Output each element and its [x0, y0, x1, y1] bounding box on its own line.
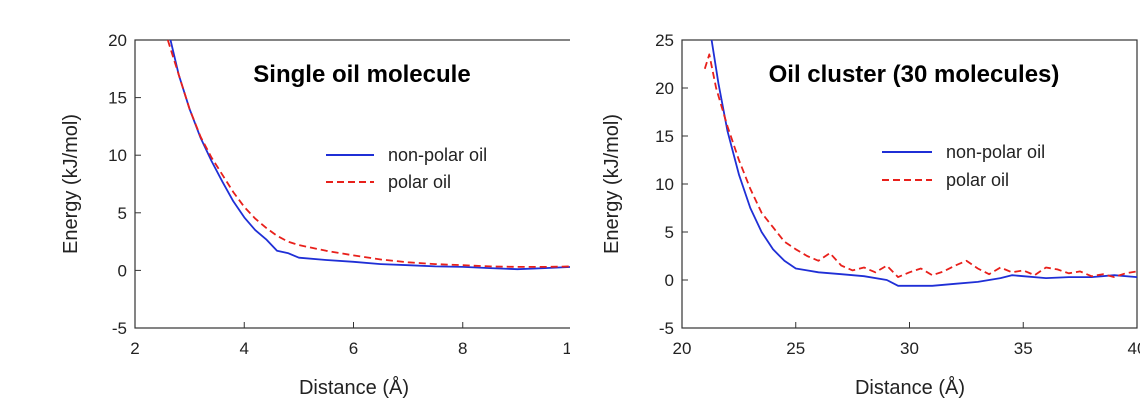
y-tick-label: 15: [108, 89, 127, 108]
y-tick-label: 20: [655, 79, 674, 98]
x-tick-label: 4: [240, 339, 249, 358]
chart-svg: 2 4 6 8 10 -5 0 5 10 15 20 Single oil molecule Dis…: [60, 31, 570, 399]
y-tick-label: -5: [659, 319, 674, 338]
y-tick-label: 25: [655, 31, 674, 50]
y-tick-label: 5: [118, 204, 127, 223]
chart-title: Single oil molecule: [253, 61, 470, 88]
legend: non-polar oil polar oil: [326, 145, 487, 192]
series-lines: [703, 39, 1138, 287]
y-tick-label: 10: [108, 146, 127, 165]
series-lines: [166, 39, 570, 271]
series-line-non-polar-oil: [169, 39, 570, 271]
legend-label-non-polar: non-polar oil: [388, 145, 487, 165]
y-tick-label: 5: [665, 223, 674, 242]
axis-ticks: 2 4 6 8 10 -5 0 5 10 15 20: [108, 31, 570, 358]
x-axis-title: Distance (Å): [855, 376, 965, 399]
y-tick-label: 0: [665, 271, 674, 290]
series-line-non-polar-oil: [710, 39, 1138, 287]
y-tick-label: 20: [108, 31, 127, 50]
x-tick-label: 35: [1014, 339, 1033, 358]
x-tick-label: 25: [786, 339, 805, 358]
y-tick-label: -5: [112, 319, 127, 338]
legend: non-polar oil polar oil: [882, 142, 1045, 190]
y-axis-title: Energy (kJ/mol): [601, 114, 623, 254]
y-tick-label: 15: [655, 127, 674, 146]
x-axis-title: Distance (Å): [299, 376, 409, 399]
legend-label-non-polar: non-polar oil: [946, 142, 1045, 162]
x-tick-label: 2: [130, 339, 139, 358]
chart-title: Oil cluster (30 molecules): [769, 61, 1060, 88]
y-axis-title: Energy (kJ/mol): [60, 114, 82, 254]
chart-oil-cluster: 20 25 30 35 40 -5 0 5 10 15 20 25 Oil cluster (30 m…: [570, 0, 1140, 419]
y-tick-label: 10: [655, 175, 674, 194]
x-tick-label: 20: [673, 339, 692, 358]
x-tick-label: 8: [458, 339, 467, 358]
x-tick-label: 6: [349, 339, 358, 358]
x-tick-label: 30: [900, 339, 919, 358]
axis-ticks: 20 25 30 35 40 -5 0 5 10 15 20 25: [655, 31, 1140, 358]
x-tick-label: 40: [1128, 339, 1140, 358]
x-tick-label: 10: [563, 339, 570, 358]
legend-label-polar: polar oil: [388, 172, 451, 192]
y-tick-label: 0: [118, 261, 127, 280]
series-line-polar-oil: [703, 53, 1138, 279]
legend-label-polar: polar oil: [946, 170, 1009, 190]
chart-svg: 20 25 30 35 40 -5 0 5 10 15 20 25 Oil cluster (30 m…: [601, 31, 1140, 399]
chart-single-oil-molecule: 2 4 6 8 10 -5 0 5 10 15 20 Single oil molecule Dis…: [60, 31, 570, 399]
